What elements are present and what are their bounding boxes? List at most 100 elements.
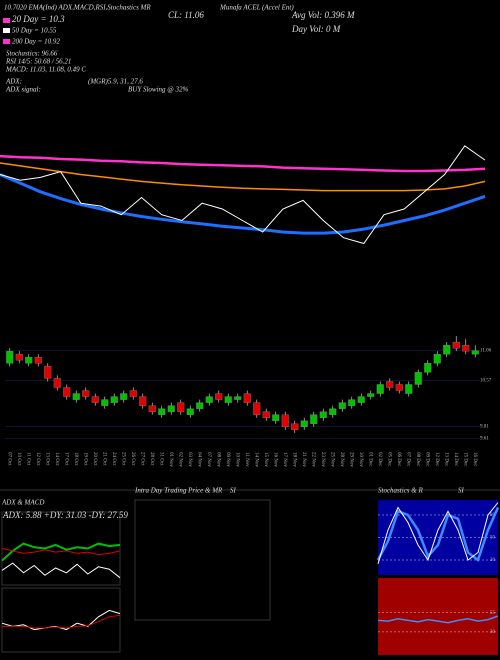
x-tick-label: 13 Dec bbox=[444, 452, 449, 467]
x-tick-label: 28 Nov bbox=[339, 452, 344, 467]
x-tick-label: 12 Oct bbox=[35, 452, 40, 466]
x-tick-label: 16 Nov bbox=[273, 452, 278, 467]
x-tick-label: 06 Dec bbox=[396, 452, 401, 467]
y-tick-label: 30 bbox=[490, 630, 496, 635]
candle-body bbox=[25, 357, 33, 364]
candle-body bbox=[139, 396, 147, 406]
header-label: (MGR)5.9, 31, 27.6 bbox=[88, 78, 143, 86]
x-tick-label: 01 Dec bbox=[368, 452, 373, 467]
candle-body bbox=[34, 357, 42, 364]
candle-body bbox=[319, 411, 327, 418]
x-tick-label: 24 Oct bbox=[111, 452, 116, 466]
candle-body bbox=[167, 405, 175, 412]
y-tick-label: 11.06 bbox=[480, 349, 492, 354]
candle-body bbox=[452, 341, 460, 349]
candle-body bbox=[196, 402, 204, 409]
candle-body bbox=[414, 372, 422, 385]
x-tick-label: 14 Dec bbox=[453, 452, 458, 467]
candle-body bbox=[367, 393, 375, 397]
x-tick-label: 10 Oct bbox=[16, 452, 21, 466]
x-tick-label: 12 Dec bbox=[434, 452, 439, 467]
candle-body bbox=[291, 423, 299, 431]
header-label: RSI 14/5: 50.68 / 56.21 bbox=[5, 58, 71, 66]
x-tick-label: 28 Oct bbox=[149, 452, 154, 466]
x-tick-label: 07 Dec bbox=[406, 452, 411, 467]
candle-body bbox=[63, 387, 71, 397]
legend-marker bbox=[3, 28, 10, 33]
panel-title: Stochastics & R bbox=[378, 487, 423, 495]
panel-subtitle: SI bbox=[458, 487, 465, 495]
candle-body bbox=[120, 393, 128, 400]
line-series bbox=[376, 506, 500, 563]
x-tick-label: 05 Dec bbox=[387, 452, 392, 467]
x-tick-label: 10 Nov bbox=[235, 452, 240, 467]
x-tick-label: 13 Oct bbox=[45, 452, 50, 466]
x-tick-label: 07 Nov bbox=[206, 452, 211, 467]
x-tick-label: 25 Oct bbox=[121, 452, 126, 466]
x-tick-label: 22 Nov bbox=[311, 452, 316, 467]
x-tick-label: 03 Nov bbox=[187, 452, 192, 467]
candle-body bbox=[395, 384, 403, 391]
candle-body bbox=[234, 396, 242, 400]
candle-body bbox=[158, 408, 166, 415]
x-tick-label: 01 Nov bbox=[168, 452, 173, 467]
candle-body bbox=[272, 414, 280, 421]
candle-body bbox=[462, 344, 470, 352]
y-tick-label: 10.57 bbox=[480, 378, 492, 383]
candle-body bbox=[405, 384, 413, 394]
candle-body bbox=[424, 363, 432, 373]
panel-frame bbox=[1, 587, 121, 653]
x-tick-label: 08 Nov bbox=[216, 452, 221, 467]
header-label: 50 Day = 10.55 bbox=[12, 27, 57, 35]
header-label: MACD: 11.03, 11.08, 0.49 C bbox=[5, 66, 86, 74]
candle-body bbox=[310, 414, 318, 424]
candle-body bbox=[177, 402, 185, 412]
candle-body bbox=[129, 390, 137, 397]
candle-body bbox=[262, 411, 270, 418]
x-tick-label: 15 Dec bbox=[463, 452, 468, 467]
legend-marker bbox=[3, 39, 10, 44]
candle-body bbox=[376, 384, 384, 394]
x-tick-label: 11 Oct bbox=[26, 452, 31, 466]
x-tick-label: 29 Nov bbox=[349, 452, 354, 467]
candle-body bbox=[443, 344, 451, 355]
header-label: BUY Slowing @ 32% bbox=[128, 86, 188, 94]
line-series bbox=[1, 548, 121, 556]
candle-body bbox=[243, 393, 251, 403]
x-tick-label: 07 Oct bbox=[7, 452, 12, 466]
panel-frame bbox=[134, 499, 271, 621]
line-series bbox=[0, 154, 486, 173]
header-label: 10.7020 EMA(Ind) ADX,MACD,RSI,Stochastic… bbox=[4, 4, 151, 12]
candle-body bbox=[186, 408, 194, 415]
candle-body bbox=[281, 414, 289, 427]
x-tick-label: 15 Nov bbox=[263, 452, 268, 467]
header-label: (Accel Ent) bbox=[262, 4, 294, 12]
panel-frame bbox=[1, 511, 121, 586]
x-tick-label: 25 Nov bbox=[330, 452, 335, 467]
x-tick-label: 21 Oct bbox=[102, 452, 107, 466]
header-label: Avg Vol: 0.396 M bbox=[291, 10, 355, 20]
candle-body bbox=[6, 351, 14, 364]
x-tick-label: 14 Nov bbox=[254, 452, 259, 467]
line-series bbox=[1, 562, 121, 579]
x-tick-label: 09 Dec bbox=[425, 452, 430, 467]
candle-body bbox=[82, 390, 90, 397]
line-series bbox=[377, 615, 499, 624]
x-tick-label: 31 Oct bbox=[159, 452, 164, 466]
line-series bbox=[377, 502, 499, 564]
y-tick-label: 20 bbox=[490, 558, 496, 563]
candle-body bbox=[15, 354, 23, 361]
x-tick-label: 17 Nov bbox=[282, 452, 287, 467]
candle-body bbox=[433, 354, 441, 364]
line-series bbox=[0, 162, 486, 192]
header-label: ADX: bbox=[5, 78, 22, 86]
candle-body bbox=[53, 378, 61, 388]
candle-body bbox=[148, 405, 156, 412]
candle-body bbox=[44, 366, 52, 379]
x-tick-label: 02 Nov bbox=[178, 452, 183, 467]
y-tick-label: 55 bbox=[490, 611, 496, 616]
x-tick-label: 30 Nov bbox=[358, 452, 363, 467]
x-tick-label: 18 Oct bbox=[73, 452, 78, 466]
